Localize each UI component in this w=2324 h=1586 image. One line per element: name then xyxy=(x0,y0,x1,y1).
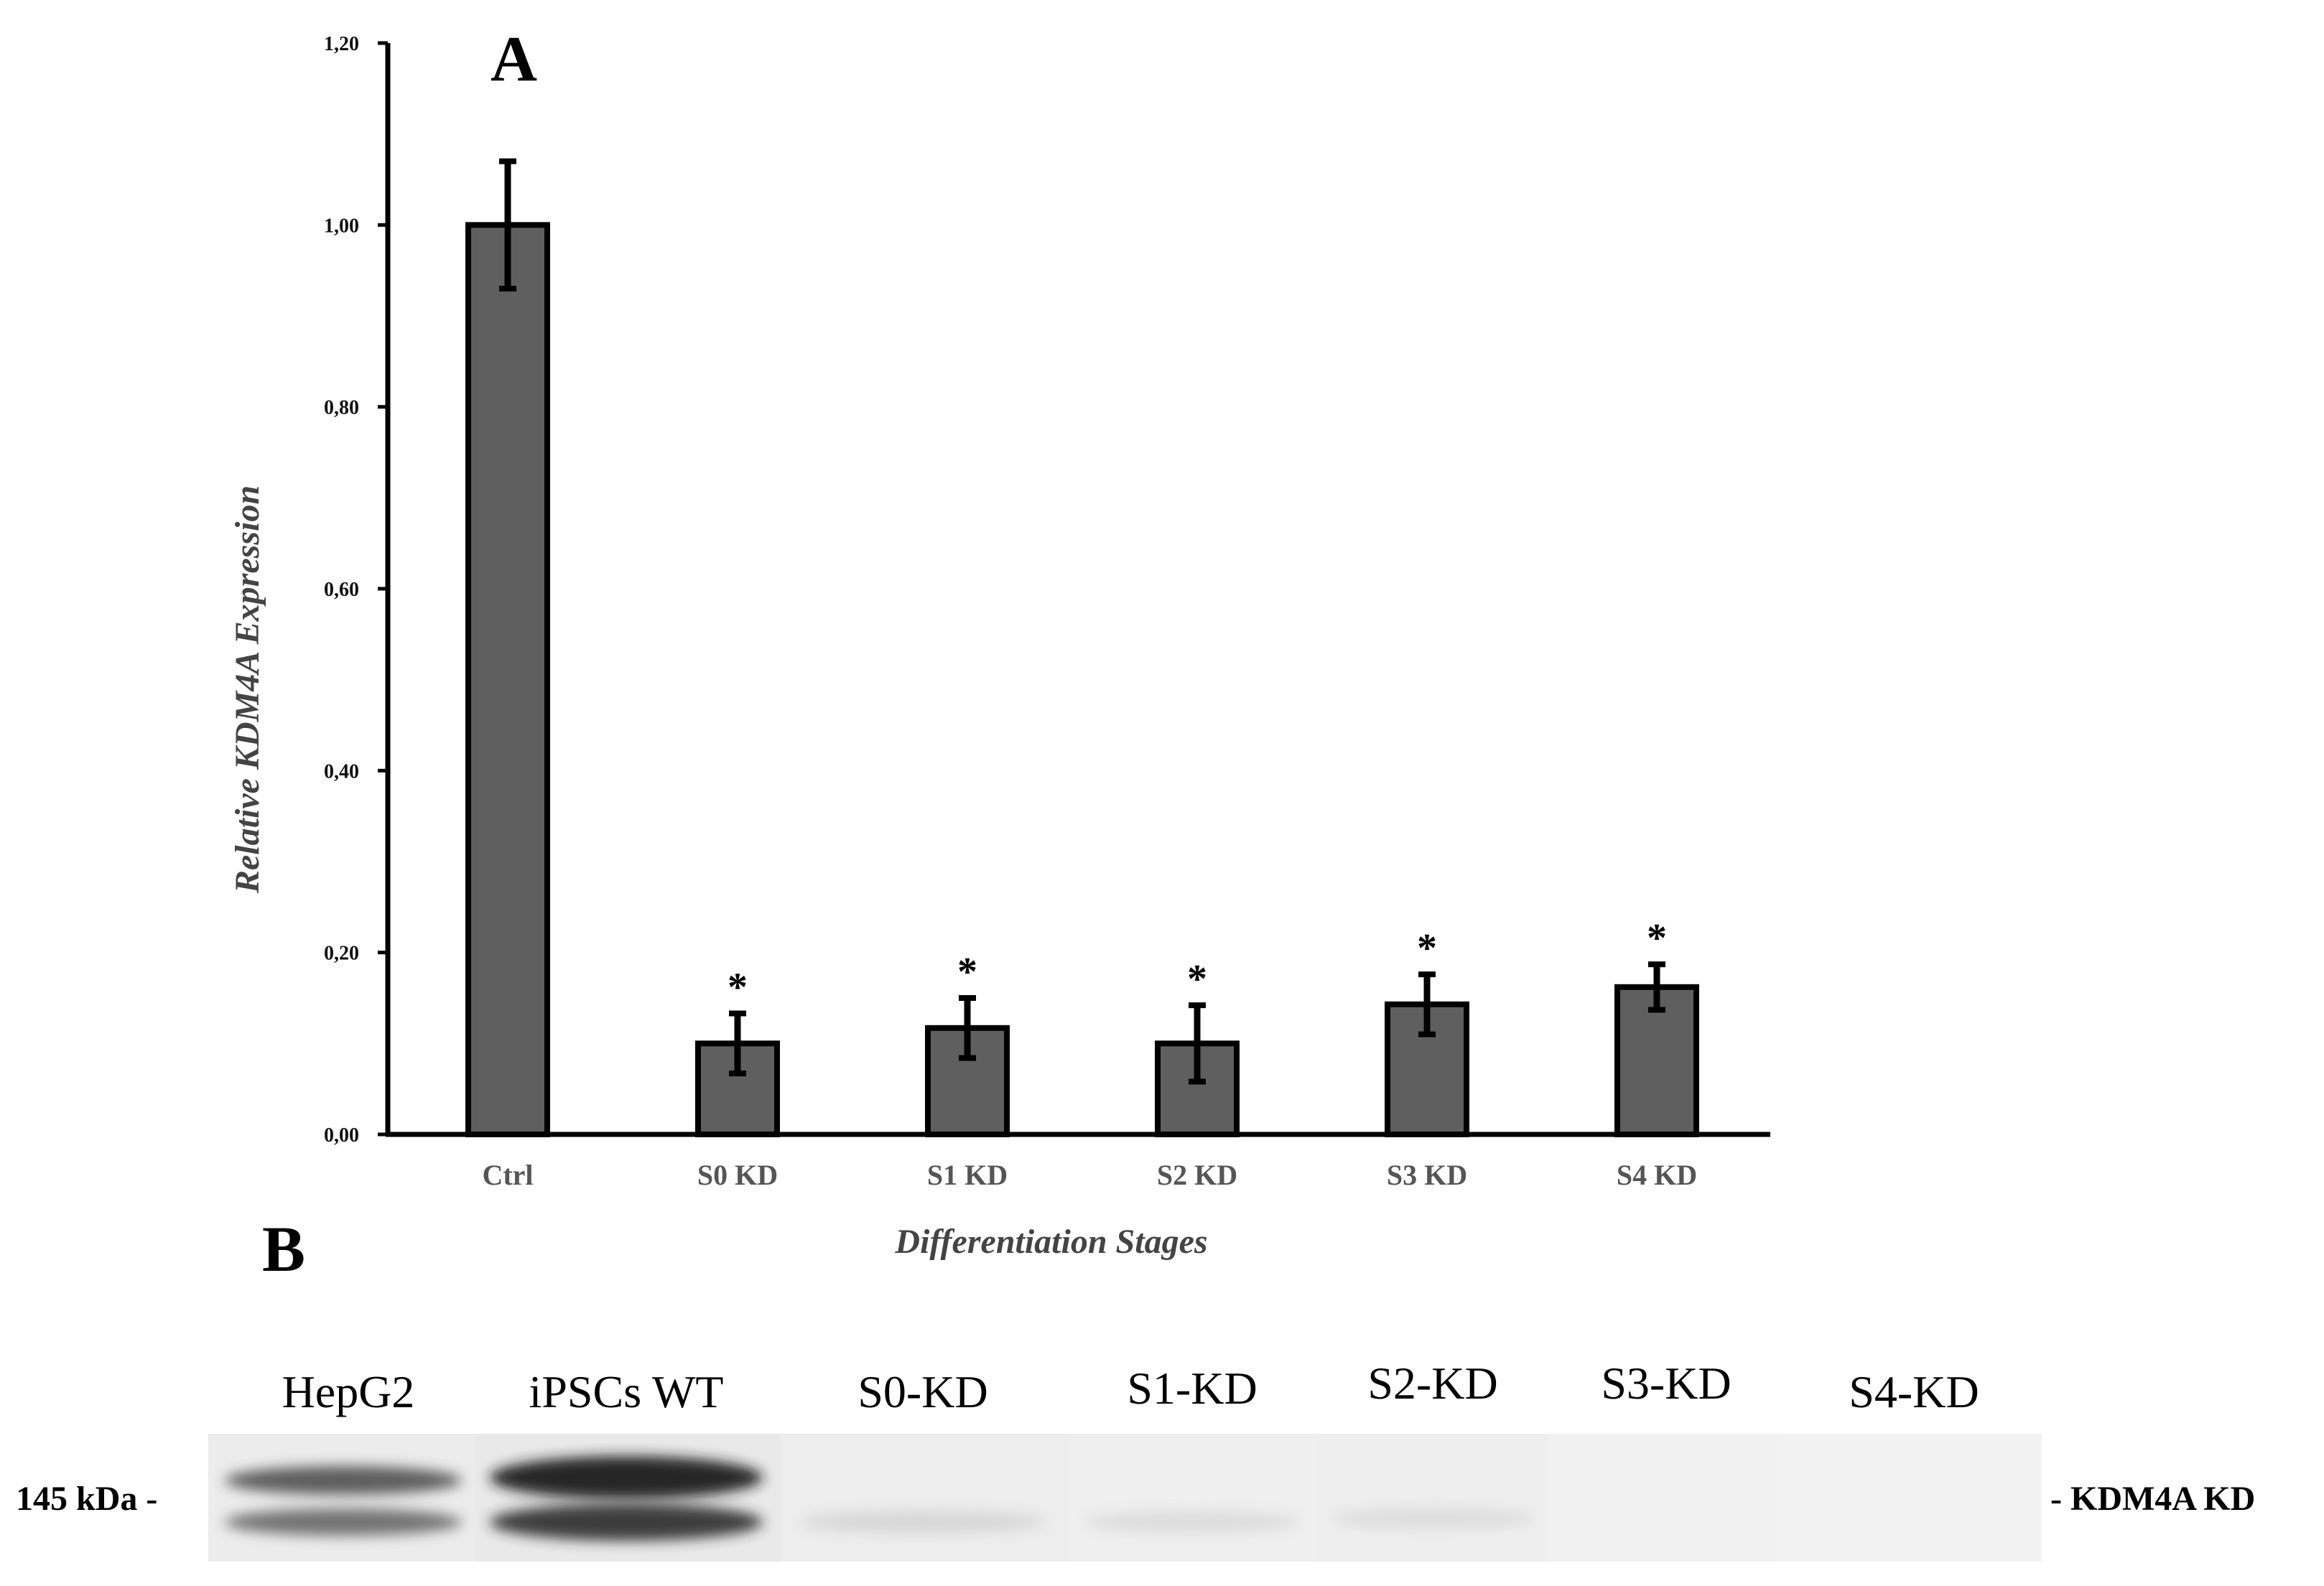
bars xyxy=(465,222,1699,1138)
category-label: S3 KD xyxy=(1387,1159,1467,1191)
lane-label: HepG2 xyxy=(282,1366,415,1417)
y-tick-label: 0,60 xyxy=(324,579,359,601)
band-hepg2-lower xyxy=(225,1508,462,1536)
x-axis-title: Differentiation Stages xyxy=(894,1223,1207,1261)
blot-lane-s3 xyxy=(1548,1434,1781,1562)
category-label: S0 KD xyxy=(697,1159,778,1191)
blot-lane-s0 xyxy=(781,1434,1070,1562)
marker-label: 145 kDa - xyxy=(16,1480,157,1518)
y-tick-label: 0,00 xyxy=(324,1124,359,1147)
significance-markers: * * * * * xyxy=(728,916,1667,1009)
panel-b-letter: B xyxy=(262,1214,305,1285)
significance-star: * xyxy=(957,950,977,994)
band-s1-faint xyxy=(1084,1511,1300,1534)
significance-star: * xyxy=(1417,926,1437,971)
panel-a-bar-chart: A Relative KDM4A Expression Differentiat… xyxy=(228,24,1770,1261)
significance-star: * xyxy=(1647,916,1667,961)
y-ticks: 0,00 0,20 0,40 0,60 0,80 1,00 1,20 xyxy=(324,33,388,1147)
significance-star: * xyxy=(728,966,748,1010)
significance-star: * xyxy=(1187,957,1207,1002)
panel-b-western-blot: B HepG2 iPSCs WT S0-KD S1-KD S2-KD S3-KD S4-KD xyxy=(16,1214,2255,1562)
lane-label: S2-KD xyxy=(1367,1358,1497,1409)
category-label: S1 KD xyxy=(927,1159,1008,1191)
band-hepg2-upper xyxy=(225,1466,462,1495)
y-tick-label: 0,80 xyxy=(324,397,359,419)
lane-label: S3-KD xyxy=(1601,1358,1731,1409)
band-ipscs-upper xyxy=(490,1456,763,1499)
band-label: - KDM4A KD xyxy=(2050,1480,2255,1518)
panel-a-letter: A xyxy=(491,24,537,95)
y-tick-label: 1,00 xyxy=(324,215,359,237)
lane-label: S4-KD xyxy=(1849,1366,1979,1417)
bar xyxy=(465,222,550,1137)
category-label: Ctrl xyxy=(482,1159,533,1191)
category-label: S2 KD xyxy=(1157,1159,1237,1191)
lane-label: iPSCs WT xyxy=(529,1366,724,1417)
error-bars xyxy=(499,158,1665,1085)
blot-lane-s4 xyxy=(1781,1434,2042,1562)
band-ipscs-lower xyxy=(490,1503,763,1541)
blot-lane-hepg2 xyxy=(208,1434,475,1562)
y-axis-title: Relative KDM4A Expression xyxy=(228,485,266,894)
category-labels: Ctrl S0 KD S1 KD S2 KD S3 KD S4 KD xyxy=(482,1159,1697,1191)
band-s0-faint xyxy=(801,1511,1045,1534)
y-tick-label: 0,20 xyxy=(324,943,359,965)
category-label: S4 KD xyxy=(1617,1159,1697,1191)
band-s2-faint xyxy=(1332,1507,1533,1530)
y-tick-label: 0,40 xyxy=(324,760,359,783)
blot-image xyxy=(208,1434,2042,1562)
lane-label: S0-KD xyxy=(857,1366,987,1417)
blot-lane-s1 xyxy=(1070,1434,1318,1562)
blot-lane-s2 xyxy=(1318,1434,1548,1562)
y-tick-label: 1,20 xyxy=(324,33,359,55)
lane-labels: HepG2 iPSCs WT S0-KD S1-KD S2-KD S3-KD S4-KD xyxy=(282,1358,1979,1417)
lane-label: S1-KD xyxy=(1127,1363,1257,1414)
